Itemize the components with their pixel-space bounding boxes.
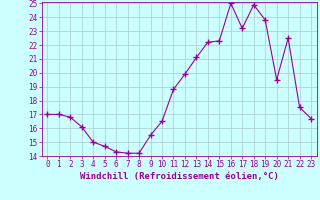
X-axis label: Windchill (Refroidissement éolien,°C): Windchill (Refroidissement éolien,°C) xyxy=(80,172,279,181)
